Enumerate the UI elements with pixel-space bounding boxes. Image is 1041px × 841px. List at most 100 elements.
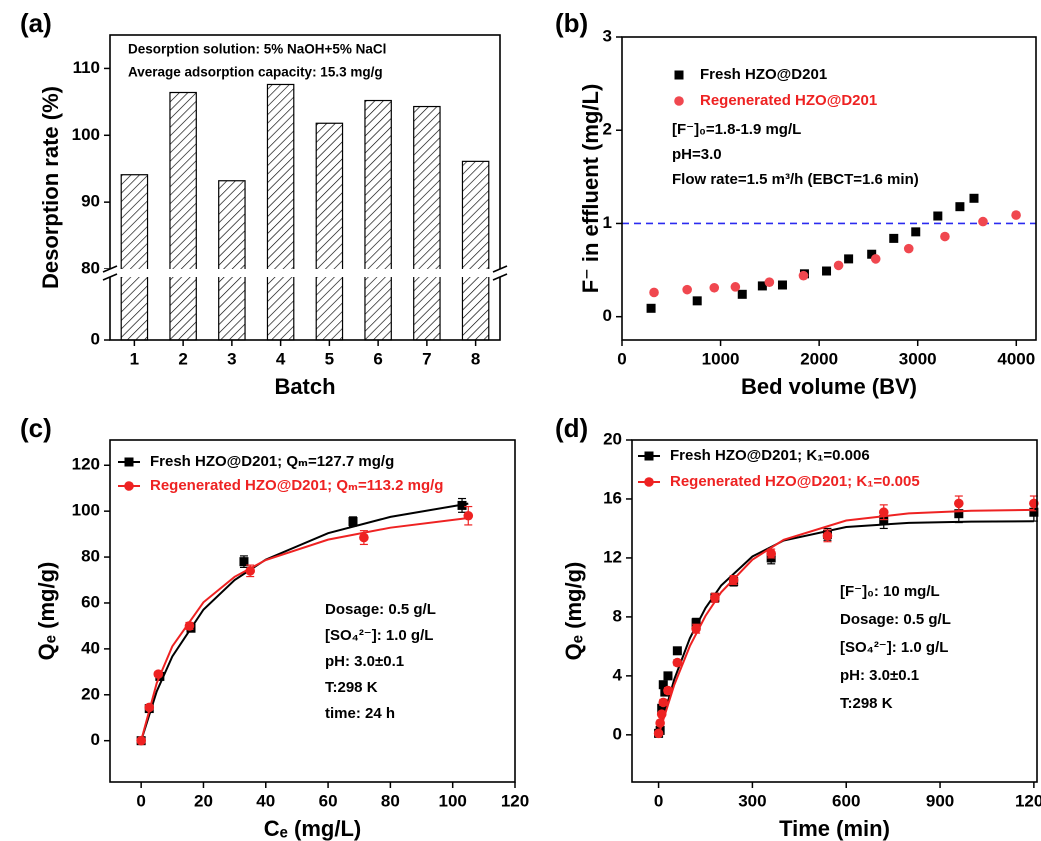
annotation: pH=3.0 [672,146,722,163]
annotation: pH: 3.0±0.1 [325,653,404,670]
x-tick-label: 4 [276,349,286,368]
bar [413,105,441,341]
x-tick-label: 6 [373,349,382,368]
y-tick-label: 0 [91,730,100,749]
point [348,516,358,526]
bar [266,83,295,341]
point [728,575,739,585]
break-mark [102,265,118,273]
plot-frame [109,439,516,783]
annotation: Desorption solution: 5% NaOH+5% NaCl [128,42,386,57]
point [903,243,914,254]
y-tick-label: 12 [603,547,622,566]
panel-label: (d) [555,413,588,443]
y-tick-label: 0 [91,329,100,348]
x-tick-label: 3000 [899,349,937,368]
panel-label: (c) [20,413,52,443]
y-tick-label: 1 [603,213,612,232]
y-tick-label: 16 [603,488,622,507]
point [764,277,775,287]
x-tick-label: 300 [738,791,766,810]
point [870,254,881,264]
x-tick-label: 600 [832,791,860,810]
y-axis-label: F⁻ in effluent (mg/L) [578,84,603,294]
annotation: Dosage: 0.5 g/L [840,611,951,628]
y-tick-label: 100 [72,125,100,144]
point [658,697,669,708]
annotation: [SO₄²⁻]: 1.0 g/L [840,639,948,656]
x-tick-label: 20 [194,791,213,810]
x-tick-label: 2 [178,349,187,368]
break-mark [492,265,508,273]
point [649,287,659,298]
point [833,260,844,271]
legend-label: Regenerated HZO@D201; Qₘ=113.2 mg/g [150,477,443,494]
y-tick-label: 4 [613,665,623,684]
legend-marker [674,96,684,106]
plot-frame [621,36,1037,341]
bar [315,122,344,341]
point [657,703,667,713]
point [878,507,889,518]
x-tick-label: 4000 [997,349,1035,368]
legend-label: Regenerated HZO@D201 [700,92,877,109]
break-mark [492,273,508,281]
point [978,216,988,227]
point [463,510,474,521]
x-tick-label: 80 [381,791,400,810]
point [955,202,965,212]
y-tick-label: 120 [72,455,100,474]
point [184,621,195,631]
point [672,646,682,656]
fit-line [657,520,1034,736]
x-tick-label: 5 [325,349,334,368]
y-tick-label: 8 [613,606,622,625]
y-axis-label: Qₑ (mg/g) [561,562,586,661]
point [933,211,943,221]
point [730,282,741,292]
point [245,566,255,576]
x-tick-label: 2000 [800,349,838,368]
point [682,284,692,295]
point [798,270,809,281]
point [757,281,767,291]
annotation: Dosage: 0.5 g/L [325,601,436,618]
x-axis-label: Batch [274,374,335,399]
panel-label: (b) [555,8,588,38]
point [239,557,249,567]
point [911,227,921,237]
legend-label: Regenerated HZO@D201; K₁=0.005 [670,473,920,490]
x-tick-label: 120 [501,791,529,810]
point [954,498,964,509]
point [867,249,877,259]
x-tick-label: 1 [130,349,139,368]
annotation: [SO₄²⁻]: 1.0 g/L [325,627,433,644]
annotation: Flow rate=1.5 m³/h (EBCT=1.6 min) [672,171,919,188]
point [1029,507,1039,517]
y-tick-label: 110 [73,58,100,77]
point [655,718,665,728]
y-axis-label: Qₑ (mg/g) [34,562,59,661]
point [656,709,667,719]
x-tick-label: 900 [926,791,954,810]
plot-frame [109,34,501,341]
point [359,532,369,543]
x-tick-label: 0 [654,791,663,810]
panel-label: (a) [20,8,52,38]
y-tick-label: 20 [81,684,100,703]
legend-marker [674,70,684,80]
point [663,671,673,681]
bar [120,174,149,341]
y-tick-label: 60 [81,592,100,611]
annotation: T:298 K [325,679,378,696]
bar [169,91,197,341]
y-axis-label: Desorption rate (%) [38,86,63,289]
x-axis-label: Bed volume (BV) [741,374,917,399]
fit-line [140,517,469,741]
x-axis-label: Cₑ (mg/L) [264,816,361,841]
annotation: pH: 3.0±0.1 [840,667,919,684]
y-tick-label: 2 [603,120,612,139]
annotation: time: 24 h [325,705,395,722]
